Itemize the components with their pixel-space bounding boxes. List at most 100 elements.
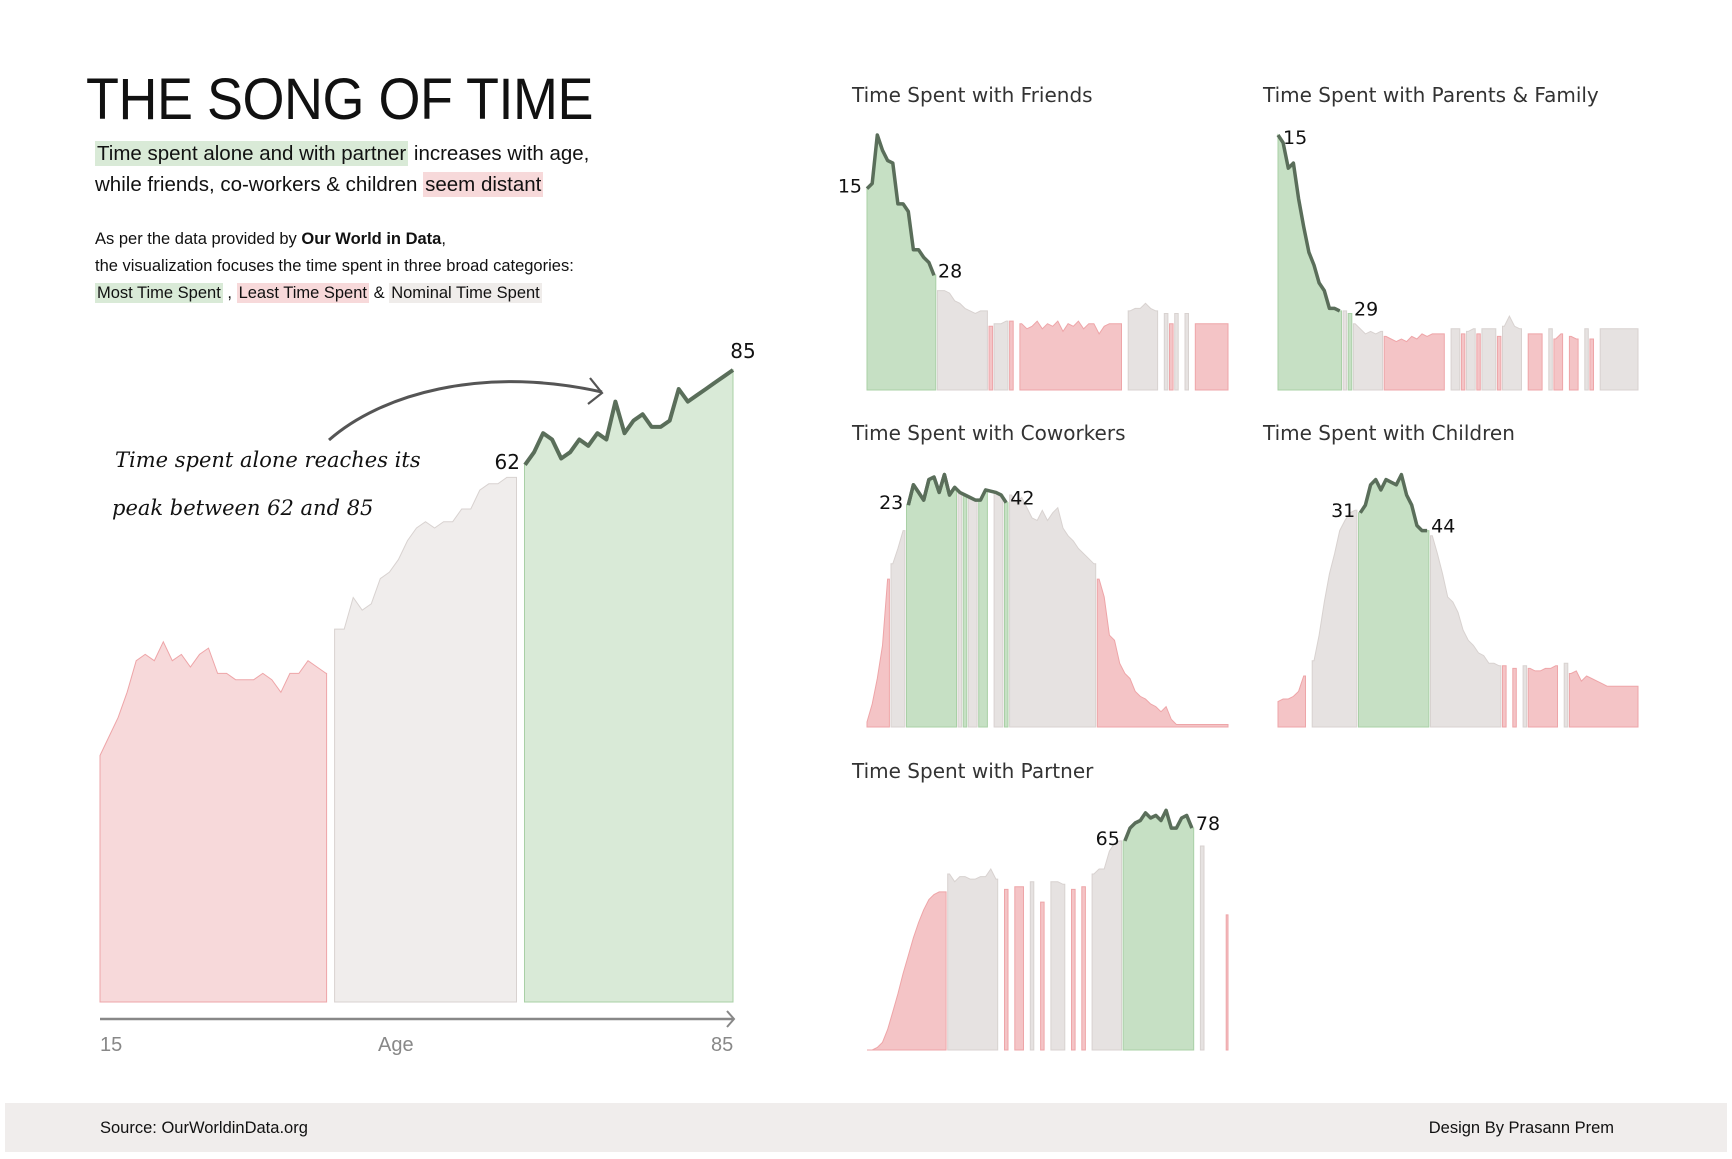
age-label: 15 — [838, 176, 862, 198]
trend-line — [1358, 472, 1428, 533]
separator: & — [369, 284, 390, 302]
trend-line — [865, 133, 936, 276]
age-label: 78 — [1196, 813, 1220, 835]
area-segment-least-time — [1014, 886, 1024, 1051]
area-segment-least-time — [1194, 323, 1229, 391]
trend-line — [1276, 134, 1341, 313]
area-segment-least-time — [1071, 888, 1076, 1051]
description-line-1: As per the data provided by Our World in… — [95, 230, 446, 249]
age-label: 28 — [938, 260, 962, 282]
area-segment-most-time — [1347, 313, 1353, 391]
area-segment-nominal-time — [957, 491, 963, 728]
age-label: 65 — [1096, 828, 1120, 850]
chart-title-partner: Time Spent with Partner — [852, 759, 1094, 783]
footer — [5, 1103, 1727, 1152]
area-segment-nominal-time — [1430, 535, 1502, 728]
area-segment-nominal-time — [1522, 665, 1528, 728]
axis-start-label: 15 — [100, 1034, 123, 1056]
area-segment-most-time — [962, 494, 968, 728]
area-segment-nominal-time — [993, 491, 1004, 728]
chart-title-children: Time Spent with Children — [1263, 421, 1515, 445]
area-segment-most-time — [1004, 502, 1009, 728]
area-segment-least-time — [1460, 333, 1466, 391]
area-segment-nominal-time — [1481, 328, 1497, 391]
area-segment-least-time — [1496, 335, 1502, 391]
area-segment-nominal-time — [1502, 314, 1522, 391]
area-segment-least-time — [1277, 675, 1306, 728]
area-segment-nominal-time — [1199, 845, 1205, 1051]
area-segment-nominal-time — [947, 868, 999, 1051]
highlight-least: seem distant — [423, 172, 544, 197]
age-label: 85 — [730, 339, 755, 363]
axis-arrow-icon — [726, 1010, 736, 1028]
age-label: 62 — [495, 450, 520, 474]
chart-partner: 65 78 — [867, 808, 1229, 1051]
description-text: As per the data provided by — [95, 230, 302, 248]
annotation-line-2: peak between 62 and 85 — [112, 496, 374, 520]
age-label: 15 — [1283, 127, 1307, 149]
area-segment-most-time — [524, 369, 734, 1003]
area-segment-nominal-time — [936, 290, 988, 391]
area-segment-nominal-time — [1548, 328, 1553, 391]
description-text: , — [441, 230, 446, 248]
area-segment-nominal-time — [1599, 328, 1639, 391]
area-segment-most-time — [978, 489, 988, 728]
area-segment-least-time — [1040, 901, 1045, 1051]
area-segment-nominal-time — [1163, 313, 1169, 391]
area-segment-nominal-time — [1563, 662, 1569, 728]
chart-title-coworkers: Time Spent with Coworkers — [852, 421, 1126, 445]
area-segment-nominal-time — [1029, 881, 1035, 1051]
area-segment-least-time — [1081, 886, 1086, 1051]
area-segment-nominal-time — [1450, 328, 1461, 391]
age-label: 23 — [879, 492, 903, 514]
chart-children: 31 44 — [1277, 472, 1639, 728]
annotation-line-1: Time spent alone reaches its — [115, 448, 421, 472]
area-segment-least-time — [1527, 333, 1543, 391]
area-segment-most-time — [1277, 133, 1342, 391]
area-segment-nominal-time — [1584, 328, 1589, 391]
highlight-most: Time spent alone and with partner — [95, 141, 409, 166]
source-name: Our World in Data — [301, 230, 442, 248]
area-segment-least-time — [1502, 665, 1507, 728]
area-segment-least-time — [867, 891, 947, 1051]
area-segment-nominal-time — [967, 497, 978, 728]
subtitle-text: while friends, co-workers & children — [95, 173, 424, 196]
area-segment-nominal-time — [1091, 840, 1122, 1051]
area-segment-nominal-time — [1050, 881, 1066, 1051]
area-segment-least-time — [988, 325, 994, 391]
axis-title: Age — [378, 1034, 414, 1056]
footer-source: Source: OurWorldinData.org — [100, 1119, 308, 1137]
area-segment-least-time — [866, 578, 890, 728]
age-label: 42 — [1010, 488, 1034, 510]
page-title: THE SONG OF TIME — [86, 67, 594, 132]
area-segment-nominal-time — [1174, 313, 1179, 391]
area-segment-nominal-time — [1127, 302, 1159, 391]
area-segment-nominal-time — [890, 530, 906, 728]
area-segment-least-time — [1568, 670, 1639, 728]
chart-coworkers: 23 42 — [866, 472, 1229, 728]
area-segment-most-time — [906, 472, 957, 728]
area-segment-least-time — [1512, 667, 1517, 728]
chart-title-parents: Time Spent with Parents & Family — [1263, 83, 1599, 107]
area-segment-least-time — [1169, 323, 1174, 391]
area-segment-nominal-time — [993, 320, 1009, 391]
legend-most: Most Time Spent — [95, 283, 223, 303]
area-segment-least-time — [1019, 320, 1122, 391]
annotation-arrow — [328, 380, 603, 442]
trend-line — [1123, 808, 1194, 842]
area-segment-nominal-time — [1342, 310, 1348, 391]
trend-line — [906, 472, 1008, 506]
area-segment-least-time — [1476, 333, 1481, 391]
area-segment-least-time — [1383, 333, 1445, 391]
separator: , — [222, 284, 237, 302]
area-segment-least-time — [1553, 333, 1564, 391]
area-segment-least-time — [1004, 888, 1009, 1051]
subtitle-line-1: Time spent alone and with partner increa… — [95, 141, 589, 166]
area-segment-most-time — [1358, 473, 1430, 728]
area-segment-least-time — [1225, 914, 1229, 1051]
legend-nominal: Nominal Time Spent — [389, 283, 542, 303]
area-segment-nominal-time — [1352, 323, 1384, 391]
chart-title-friends: Time Spent with Friends — [852, 83, 1093, 107]
